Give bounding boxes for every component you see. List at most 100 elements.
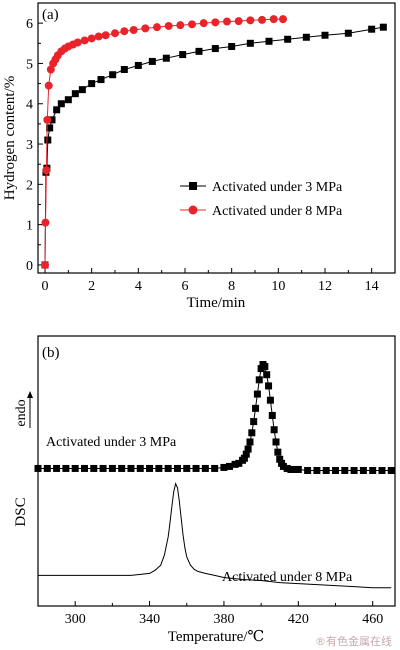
panel-b-point-3mpa bbox=[231, 460, 239, 468]
panel-b-series-line-2 bbox=[38, 482, 392, 589]
panel-a-point-8mpa bbox=[279, 15, 287, 24]
panel-a-point-8mpa bbox=[188, 20, 196, 29]
panel-b-point-3mpa bbox=[80, 464, 88, 472]
panel-a-point-8mpa bbox=[42, 166, 51, 175]
panel-a-point-8mpa bbox=[44, 81, 53, 90]
panel-a-point-3mpa bbox=[162, 54, 170, 62]
panel-a-point-3mpa bbox=[97, 76, 105, 84]
panel-a-point-3mpa bbox=[179, 51, 187, 59]
panel-a-point-8mpa bbox=[120, 27, 129, 36]
panel-a-point-8mpa bbox=[43, 115, 52, 124]
panel-b-point-3mpa bbox=[270, 426, 278, 434]
panel-a-point-3mpa bbox=[88, 80, 96, 88]
panel-a-point-3mpa bbox=[148, 57, 156, 65]
panel-a-point-8mpa bbox=[94, 32, 103, 41]
panel-b-point-3mpa bbox=[53, 464, 61, 472]
panel-b-point-3mpa bbox=[276, 455, 284, 463]
panel-a-x-tick-label: 4 bbox=[135, 279, 142, 294]
panel-a-point-3mpa bbox=[134, 61, 142, 69]
panel-a-point-8mpa bbox=[46, 65, 55, 74]
panel-b-point-3mpa bbox=[332, 466, 339, 474]
panel-b-point-3mpa bbox=[272, 438, 280, 446]
panel-a-y-tick-label: 1 bbox=[26, 219, 33, 234]
panel-a-point-8mpa bbox=[73, 38, 82, 47]
panel-a-point-3mpa bbox=[321, 31, 329, 39]
panel-a-y-tick-label: 4 bbox=[26, 98, 33, 113]
panel-a-point-8mpa bbox=[41, 218, 50, 227]
panel-b-point-3mpa bbox=[164, 464, 172, 472]
panel-a-point-8mpa bbox=[176, 21, 185, 30]
panel-b-point-3mpa bbox=[155, 464, 163, 472]
panel-b-point-3mpa bbox=[350, 466, 358, 474]
panel-b-point-3mpa bbox=[211, 464, 219, 472]
panel-a-y-tick-label: 0 bbox=[26, 259, 33, 274]
panel-b-point-3mpa bbox=[201, 464, 209, 472]
panel-a-point-3mpa bbox=[57, 100, 65, 108]
panel-a-point-8mpa bbox=[101, 31, 110, 40]
panel-b-point-3mpa bbox=[136, 464, 144, 472]
panel-a-y-ticks: 0 1 2 3 4 5 6 bbox=[26, 17, 43, 274]
panel-a-point-8mpa bbox=[223, 17, 231, 26]
panel-b: (b) 300 340 380 420 460 Temperature/℃ DSC en… bbox=[13, 335, 396, 645]
panel-b-point-3mpa bbox=[242, 450, 250, 458]
panel-b-point-3mpa bbox=[173, 464, 181, 472]
panel-a-y-tick-label: 5 bbox=[26, 57, 33, 72]
panel-a-series-line-1 bbox=[44, 26, 384, 265]
panel-b-point-3mpa bbox=[341, 466, 349, 474]
panel-b-point-3mpa bbox=[294, 465, 302, 473]
panel-b-point-3mpa bbox=[183, 464, 191, 472]
panel-b-point-3mpa bbox=[268, 411, 276, 419]
panel-a-point-3mpa bbox=[109, 71, 117, 79]
panel-b-point-3mpa bbox=[248, 429, 256, 437]
panel-b-point-3mpa bbox=[261, 363, 269, 371]
panel-a-x-tick-label: 14 bbox=[365, 279, 379, 294]
panel-b-point-3mpa bbox=[34, 464, 42, 472]
panel-b-y-axis-label: DSC bbox=[13, 497, 29, 526]
panel-a-y-tick-label: 2 bbox=[26, 178, 33, 193]
endo-label: endo bbox=[14, 399, 29, 426]
panel-a-x-tick-label: 8 bbox=[228, 279, 235, 294]
watermark: ®有色金属在线 bbox=[315, 634, 392, 648]
panel-a-point-8mpa bbox=[153, 23, 161, 32]
panel-b-point-3mpa bbox=[257, 365, 265, 373]
panel-a-point-8mpa bbox=[234, 17, 243, 26]
panel-b-x-tick-label: 380 bbox=[213, 612, 234, 627]
panel-b-point-3mpa bbox=[266, 396, 274, 404]
panel-b-point-3mpa bbox=[255, 376, 263, 384]
curve-label-3mpa: Activated under 3 MPa bbox=[46, 435, 177, 450]
panel-a-point-3mpa bbox=[246, 39, 254, 47]
panel-a-point-3mpa bbox=[228, 43, 236, 51]
panel-b-x-axis-label: Temperature/℃ bbox=[168, 629, 265, 645]
legend-label-8mpa: Activated under 8 MPa bbox=[212, 204, 343, 219]
panel-a-point-3mpa bbox=[120, 65, 128, 73]
panel-a-series bbox=[41, 15, 387, 269]
panel-b-point-3mpa bbox=[127, 464, 135, 472]
panel-a-point-8mpa bbox=[211, 18, 220, 27]
panel-a-point-3mpa bbox=[344, 29, 352, 37]
panel-a-point-3mpa bbox=[284, 35, 292, 43]
panel-a-x-ticks: 0 2 4 6 8 10 12 14 bbox=[42, 268, 379, 294]
panel-b-point-3mpa bbox=[90, 464, 98, 472]
panel-b-x-tick-label: 300 bbox=[65, 612, 86, 627]
panel-a-x-tick-label: 0 bbox=[42, 279, 49, 294]
panel-a-y-tick-label: 6 bbox=[26, 17, 33, 32]
endo-arrow bbox=[27, 391, 33, 428]
panel-a-point-3mpa bbox=[265, 37, 273, 45]
panel-b-point-3mpa bbox=[322, 466, 330, 474]
panel-b-point-3mpa bbox=[244, 445, 252, 453]
panel-b-point-3mpa bbox=[240, 454, 248, 462]
panel-b-point-3mpa bbox=[118, 464, 126, 472]
panel-a-y-axis-label: Hydrogen content/% bbox=[2, 76, 18, 201]
panel-a-point-3mpa bbox=[211, 45, 219, 53]
panel-a-point-8mpa bbox=[199, 19, 208, 28]
panel-a-point-8mpa bbox=[141, 24, 150, 33]
panel-a-label: (a) bbox=[42, 7, 59, 23]
panel-a-point-8mpa bbox=[258, 15, 266, 24]
panel-b-point-3mpa bbox=[287, 465, 295, 473]
panel-a-point-3mpa bbox=[64, 96, 72, 104]
panel-b-x-tick-label: 340 bbox=[139, 612, 160, 627]
panel-b-x-tick-label: 460 bbox=[362, 612, 383, 627]
panel-a-y-tick-label: 3 bbox=[26, 138, 33, 153]
panel-b-point-3mpa bbox=[108, 464, 116, 472]
